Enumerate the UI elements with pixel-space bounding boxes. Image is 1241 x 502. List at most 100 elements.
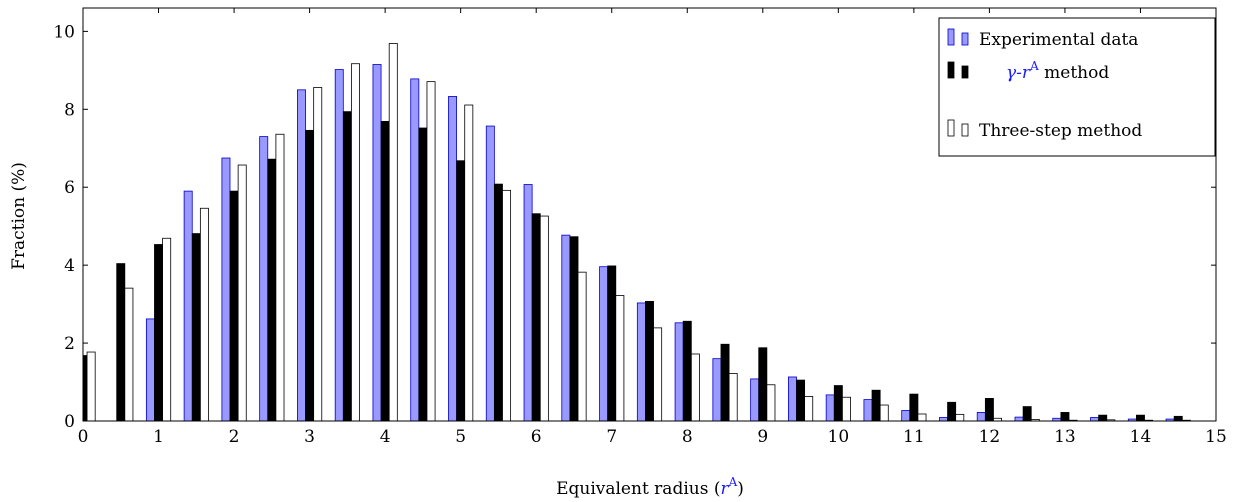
x-axis-label-text: Equivalent radius ( [556,479,720,499]
bar-experimental-4 [221,157,231,421]
bar-three-step-13 [577,271,587,421]
bar-experimental-9 [410,78,420,421]
x-axis-label-sup: A [728,475,738,489]
legend-entry-experimental: Experimental data [947,28,1138,50]
bar-experimental-14 [599,266,609,421]
y-tick-label-3: 6 [64,178,75,198]
bar-experimental-5 [259,136,269,421]
bar-three-step-20 [841,396,851,421]
bar-experimental-10 [448,96,458,421]
bar-three-step-9 [426,81,436,421]
bar-gamma-5 [267,158,277,421]
legend-label-gamma: γ-rA method [1006,59,1109,83]
legend-swatch-gamma-2 [961,65,969,79]
bar-three-step-22 [917,413,927,421]
legend-label-experimental: Experimental data [979,30,1138,50]
x-tick-label-14: 14 [1130,427,1152,447]
bar-three-step-3 [199,207,209,421]
bar-gamma-7 [342,111,352,421]
bar-three-step-16 [690,353,700,421]
bar-gamma-10 [456,160,466,421]
bar-three-step-8 [388,43,398,421]
bar-three-step-14 [615,295,625,421]
bar-three-step-27 [1106,419,1116,421]
bar-gamma-8 [380,120,390,421]
bar-three-step-7 [351,63,360,421]
legend-gamma-rest: method [1039,63,1110,83]
x-tick-label-0: 0 [78,427,89,447]
bar-gamma-15 [645,300,654,421]
bar-experimental-23 [939,417,948,421]
bar-gamma-16 [682,320,692,421]
bar-experimental-19 [787,376,797,421]
bar-experimental-13 [561,234,571,421]
y-tick-label-5: 10 [53,22,75,42]
bar-three-step-21 [879,404,889,421]
y-tick-label-2: 4 [64,256,75,276]
bar-three-step-19 [804,396,814,421]
bar-experimental-7 [334,69,344,421]
bar-gamma-29 [1173,415,1183,421]
bar-three-step-1 [124,287,134,421]
bar-gamma-19 [796,379,806,421]
legend-entry-three-step: Three-step method [947,119,1142,141]
legend-swatch-three-step-2 [961,123,969,137]
x-tick-label-8: 8 [682,427,693,447]
bar-gamma-23 [947,401,957,421]
legend-gamma-r: r [1022,63,1031,83]
bar-experimental-11 [485,125,495,421]
x-tick-label-1: 1 [153,427,164,447]
bar-gamma-13 [569,236,579,421]
bar-gamma-24 [984,398,994,421]
x-tick-label-3: 3 [304,427,315,447]
bar-gamma-17 [720,343,730,421]
bar-gamma-28 [1136,414,1145,421]
bar-experimental-15 [636,302,646,421]
bar-three-step-4 [237,164,247,421]
bar-gamma-25 [1022,406,1032,421]
bar-three-step-10 [464,104,474,421]
y-tick-label-4: 8 [64,100,75,120]
x-tick-label-9: 9 [757,427,768,447]
bar-gamma-26 [1060,412,1070,421]
legend-swatch-gamma-1 [947,61,955,79]
bar-experimental-8 [372,64,382,421]
bar-experimental-22 [901,410,911,421]
bar-gamma-6 [305,129,315,421]
bar-gamma-1 [116,263,126,421]
y-tick-label-0: 0 [64,412,75,432]
legend-swatch-experimental-1 [947,28,955,46]
bar-experimental-2 [145,318,155,421]
legend-swatch-three-step-1 [947,119,955,137]
legend-gamma-symbol: γ [1006,63,1017,83]
bar-experimental-18 [750,378,760,421]
x-tick-label-6: 6 [531,427,542,447]
x-axis-label: Equivalent radius (rA) [556,475,744,499]
bars [83,43,1191,421]
x-tick-label-2: 2 [229,427,240,447]
bar-three-step-17 [728,373,738,421]
legend-entry-gamma: γ-rA method [947,59,1109,83]
bar-experimental-3 [183,190,193,421]
x-axis-label-close: ) [737,479,744,499]
x-axis-label-symbol: r [720,479,729,499]
legend-label-three-step: Three-step method [979,121,1142,141]
x-tick-label-11: 11 [903,427,925,447]
bar-three-step-23 [955,413,965,421]
bar-gamma-9 [418,127,428,421]
legend-gamma-sup: A [1029,59,1039,73]
bar-experimental-21 [863,399,873,421]
bar-gamma-21 [871,389,881,421]
bar-three-step-18 [766,384,776,421]
bar-gamma-12 [531,213,541,421]
bar-experimental-27 [1090,417,1100,421]
bar-three-step-15 [653,327,663,421]
x-tick-label-15: 15 [1205,427,1227,447]
bar-three-step-12 [539,215,549,421]
bar-experimental-16 [674,322,684,421]
x-tick-labels: 0 1 2 3 4 5 6 7 8 9 10 11 12 13 14 15 [78,427,1227,447]
bar-three-step-6 [313,87,323,421]
bar-gamma-14 [607,265,617,421]
y-axis-label: Fraction (%) [9,162,29,270]
